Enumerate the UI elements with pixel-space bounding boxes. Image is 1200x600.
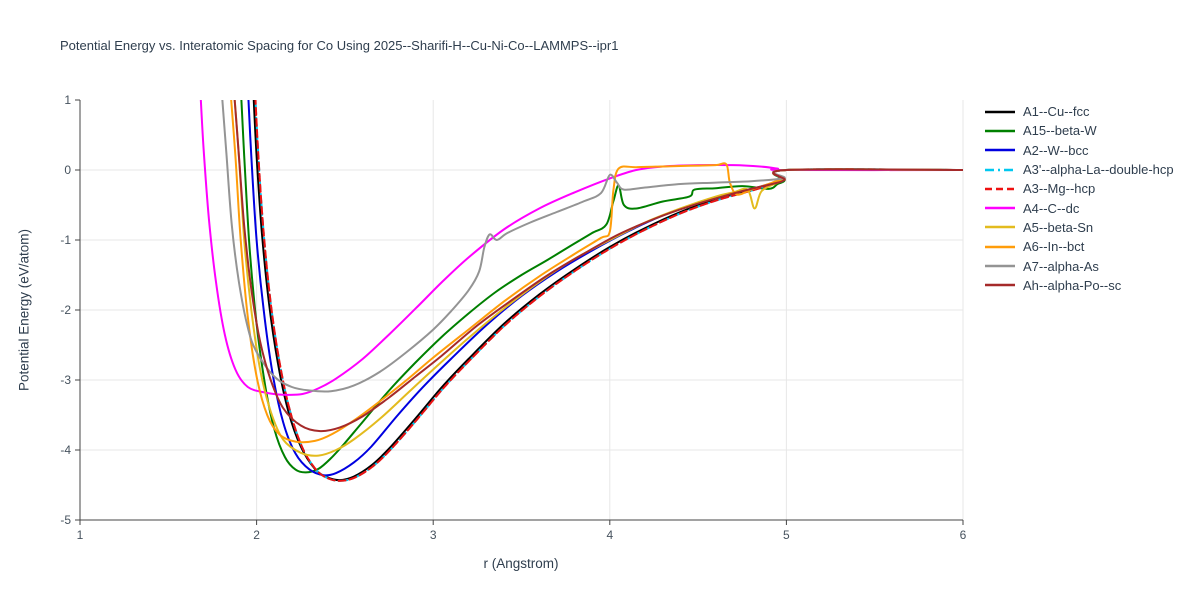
y-tick-label: -4 (60, 443, 71, 457)
legend-label: A1--Cu--fcc (1023, 104, 1090, 120)
legend-item-2: A2--W--bcc (985, 141, 1174, 160)
series-A1--Cu--fcc (252, 100, 963, 482)
legend-item-7: A6--In--bct (985, 237, 1174, 256)
legend-item-6: A5--beta-Sn (985, 218, 1174, 237)
series-A15--beta-W (240, 100, 963, 474)
x-tick-label: 4 (606, 528, 613, 542)
legend-swatch (985, 187, 1015, 191)
legend-label: A4--C--dc (1023, 200, 1080, 216)
y-axis-label: Potential Energy (eV/atom) (16, 228, 32, 392)
legend-label: A7--alpha-As (1023, 258, 1099, 274)
x-tick-label: 3 (430, 528, 437, 542)
y-tick-label: -2 (60, 303, 71, 317)
legend-label: A6--In--bct (1023, 239, 1085, 255)
x-tick-label: 6 (960, 528, 967, 542)
legend-swatch (985, 110, 1015, 113)
x-tick-label: 1 (77, 528, 84, 542)
x-axis-label: r (Angstrom) (483, 556, 559, 571)
y-tick-label: -3 (60, 373, 71, 387)
legend-swatch (985, 226, 1015, 229)
series-A2--W--bcc (247, 100, 963, 477)
legend-swatch (985, 129, 1015, 133)
legend-swatch (985, 284, 1015, 287)
legend-item-3: A3'--alpha-La--double-hcp (985, 160, 1174, 179)
legend-swatch (985, 206, 1015, 210)
series-A3--Mg--hcp (254, 100, 963, 482)
legend-item-5: A4--C--dc (985, 198, 1174, 217)
legend-label: A2--W--bcc (1023, 142, 1089, 158)
series-A6--In--bct (230, 100, 963, 444)
legend-item-1: A15--beta-W (985, 121, 1174, 140)
legend-swatch (985, 245, 1015, 248)
y-tick-label: 1 (64, 93, 71, 107)
legend-label: Ah--alpha-Po--sc (1023, 277, 1122, 293)
y-tick-label: 0 (64, 163, 71, 177)
legend-item-8: A7--alpha-As (985, 256, 1174, 275)
x-tick-label: 2 (253, 528, 260, 542)
legend-label: A3'--alpha-La--double-hcp (1023, 162, 1174, 178)
series-A5--beta-Sn (233, 100, 963, 457)
legend-label: A3--Mg--hcp (1023, 181, 1096, 197)
y-tick-label: -1 (60, 233, 71, 247)
y-tick-label: -5 (60, 513, 71, 527)
chart-title: Potential Energy vs. Interatomic Spacing… (60, 38, 619, 53)
series-Ah--alpha-Po--sc (233, 100, 963, 433)
legend: A1--Cu--fcc A15--beta-W A2--W--bcc A3'--alp… (985, 102, 1174, 295)
legend-swatch (985, 264, 1015, 268)
legend-swatch (985, 148, 1015, 152)
legend-label: A5--beta-Sn (1023, 219, 1094, 235)
legend-swatch (985, 168, 1015, 171)
series-A4--C--dc (199, 100, 963, 396)
legend-label: A15--beta-W (1023, 123, 1097, 139)
x-tick-label: 5 (783, 528, 790, 542)
series-A7--alpha-As (221, 100, 963, 393)
legend-item-9: Ah--alpha-Po--sc (985, 276, 1174, 295)
legend-item-4: A3--Mg--hcp (985, 179, 1174, 198)
series-A3'--alpha-La--double-hcp (254, 100, 963, 482)
legend-item-0: A1--Cu--fcc (985, 102, 1174, 121)
